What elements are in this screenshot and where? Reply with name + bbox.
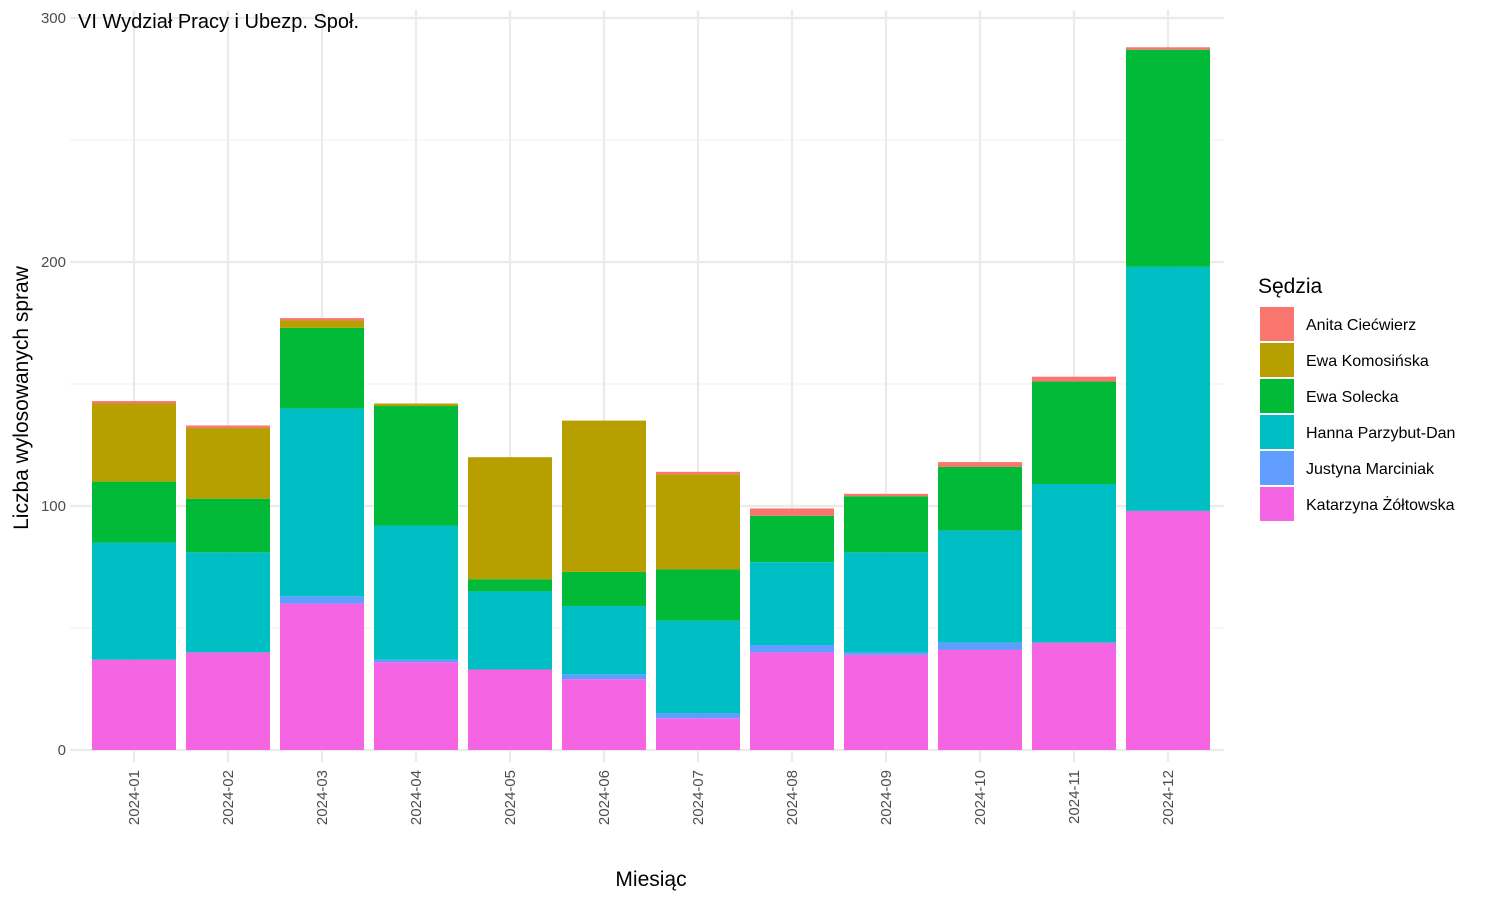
bar-segment	[280, 596, 364, 604]
bar-segment	[280, 408, 364, 597]
legend-key	[1260, 307, 1294, 341]
x-tick-label: 2024-07	[690, 770, 707, 825]
bar-segment	[186, 652, 270, 750]
bar-segment	[280, 603, 364, 750]
x-tick-label: 2024-02	[220, 770, 237, 825]
bar-segment	[656, 620, 740, 714]
x-tick-label: 2024-09	[878, 770, 895, 825]
y-axis-ticks: 0 100 200 300	[41, 10, 66, 759]
x-tick-label: 2024-03	[314, 770, 331, 825]
legend-key	[1260, 415, 1294, 449]
bar-segment	[750, 515, 834, 563]
y-axis-title: Liczba wylosowanych spraw	[10, 265, 33, 530]
bar-segment	[938, 649, 1022, 750]
bar-segment	[186, 552, 270, 653]
bar-segment	[938, 642, 1022, 650]
x-axis-title: Miesiąc	[615, 868, 686, 891]
legend: Sędzia Anita Ciećwierz Ewa Komosińska Ewa …	[1258, 275, 1455, 521]
bar-segment	[938, 462, 1022, 467]
y-tick-label: 100	[41, 498, 66, 515]
x-tick-label: 2024-04	[408, 770, 425, 825]
bar-segment	[562, 571, 646, 607]
bar-segment	[656, 569, 740, 621]
legend-title: Sędzia	[1258, 275, 1323, 298]
bar-segment	[656, 471, 740, 475]
bar-segment	[656, 718, 740, 750]
legend-label: Katarzyna Żółtowska	[1306, 495, 1455, 514]
bar-segment	[562, 679, 646, 750]
bar-segment	[374, 659, 458, 663]
bar-segment	[186, 427, 270, 499]
bar-segment	[1032, 381, 1116, 485]
x-tick-label: 2024-08	[784, 770, 801, 825]
bar-segment	[844, 496, 928, 553]
legend-label: Ewa Komosińska	[1306, 353, 1429, 370]
bar-segment	[92, 659, 176, 750]
bar-segment	[656, 713, 740, 719]
bar-segment	[844, 493, 928, 497]
bar-segment	[656, 474, 740, 570]
bar-segment	[938, 466, 1022, 531]
bar-segment	[844, 652, 928, 655]
bar-segment	[92, 481, 176, 543]
bar-segment	[750, 508, 834, 516]
bar-segment	[1032, 376, 1116, 382]
bar-segment	[468, 591, 552, 670]
bar-segment	[186, 425, 270, 428]
legend-label: Ewa Solecka	[1306, 389, 1399, 406]
bar-segment	[844, 552, 928, 653]
bar-segment	[280, 318, 364, 321]
bar-segment	[374, 405, 458, 526]
legend-key	[1260, 487, 1294, 521]
bar-segment	[1126, 49, 1210, 267]
bar-segment	[280, 327, 364, 409]
x-tick-label: 2024-11	[1066, 770, 1083, 824]
legend-key	[1260, 343, 1294, 377]
x-tick-label: 2024-01	[126, 770, 143, 825]
bar-segment	[374, 403, 458, 406]
legend-key	[1260, 379, 1294, 413]
bar-segment	[186, 498, 270, 553]
bar-segment	[750, 652, 834, 750]
bar-segment	[468, 669, 552, 750]
x-axis-ticks: 2024-01 2024-02 2024-03 2024-04 2024-05 2024-…	[126, 770, 1177, 825]
bar-segment	[92, 401, 176, 404]
bar-segment	[374, 662, 458, 750]
bar-segment	[1032, 484, 1116, 643]
bars	[92, 47, 1210, 750]
bar-segment	[468, 457, 552, 580]
bar-segment	[374, 525, 458, 660]
bar-segment	[844, 654, 928, 750]
bar-segment	[1126, 266, 1210, 511]
bar-segment	[750, 645, 834, 653]
y-tick-label: 0	[58, 742, 66, 759]
x-tick-label: 2024-06	[596, 770, 613, 825]
bar-segment	[92, 542, 176, 660]
x-tick-label: 2024-05	[502, 770, 519, 825]
x-tick-label: 2024-10	[972, 770, 989, 825]
legend-label: Anita Ciećwierz	[1306, 317, 1416, 334]
legend-label: Justyna Marciniak	[1306, 461, 1435, 478]
chart-title: VI Wydział Pracy i Ubezp. Społ.	[78, 11, 359, 33]
bar-segment	[1032, 642, 1116, 750]
bar-segment	[280, 320, 364, 328]
bar-segment	[562, 606, 646, 675]
bar-segment	[562, 420, 646, 572]
legend-key	[1260, 451, 1294, 485]
y-tick-label: 200	[41, 254, 66, 271]
bar-segment	[1126, 510, 1210, 750]
bar-segment	[92, 403, 176, 482]
bar-segment	[750, 562, 834, 646]
x-tick-label: 2024-12	[1160, 770, 1177, 825]
y-tick-label: 300	[41, 10, 66, 27]
bar-segment	[938, 530, 1022, 643]
bar-segment	[1126, 47, 1210, 50]
legend-label: Hanna Parzybut-Dan	[1306, 425, 1455, 442]
bar-segment	[562, 674, 646, 680]
bar-segment	[468, 579, 552, 592]
